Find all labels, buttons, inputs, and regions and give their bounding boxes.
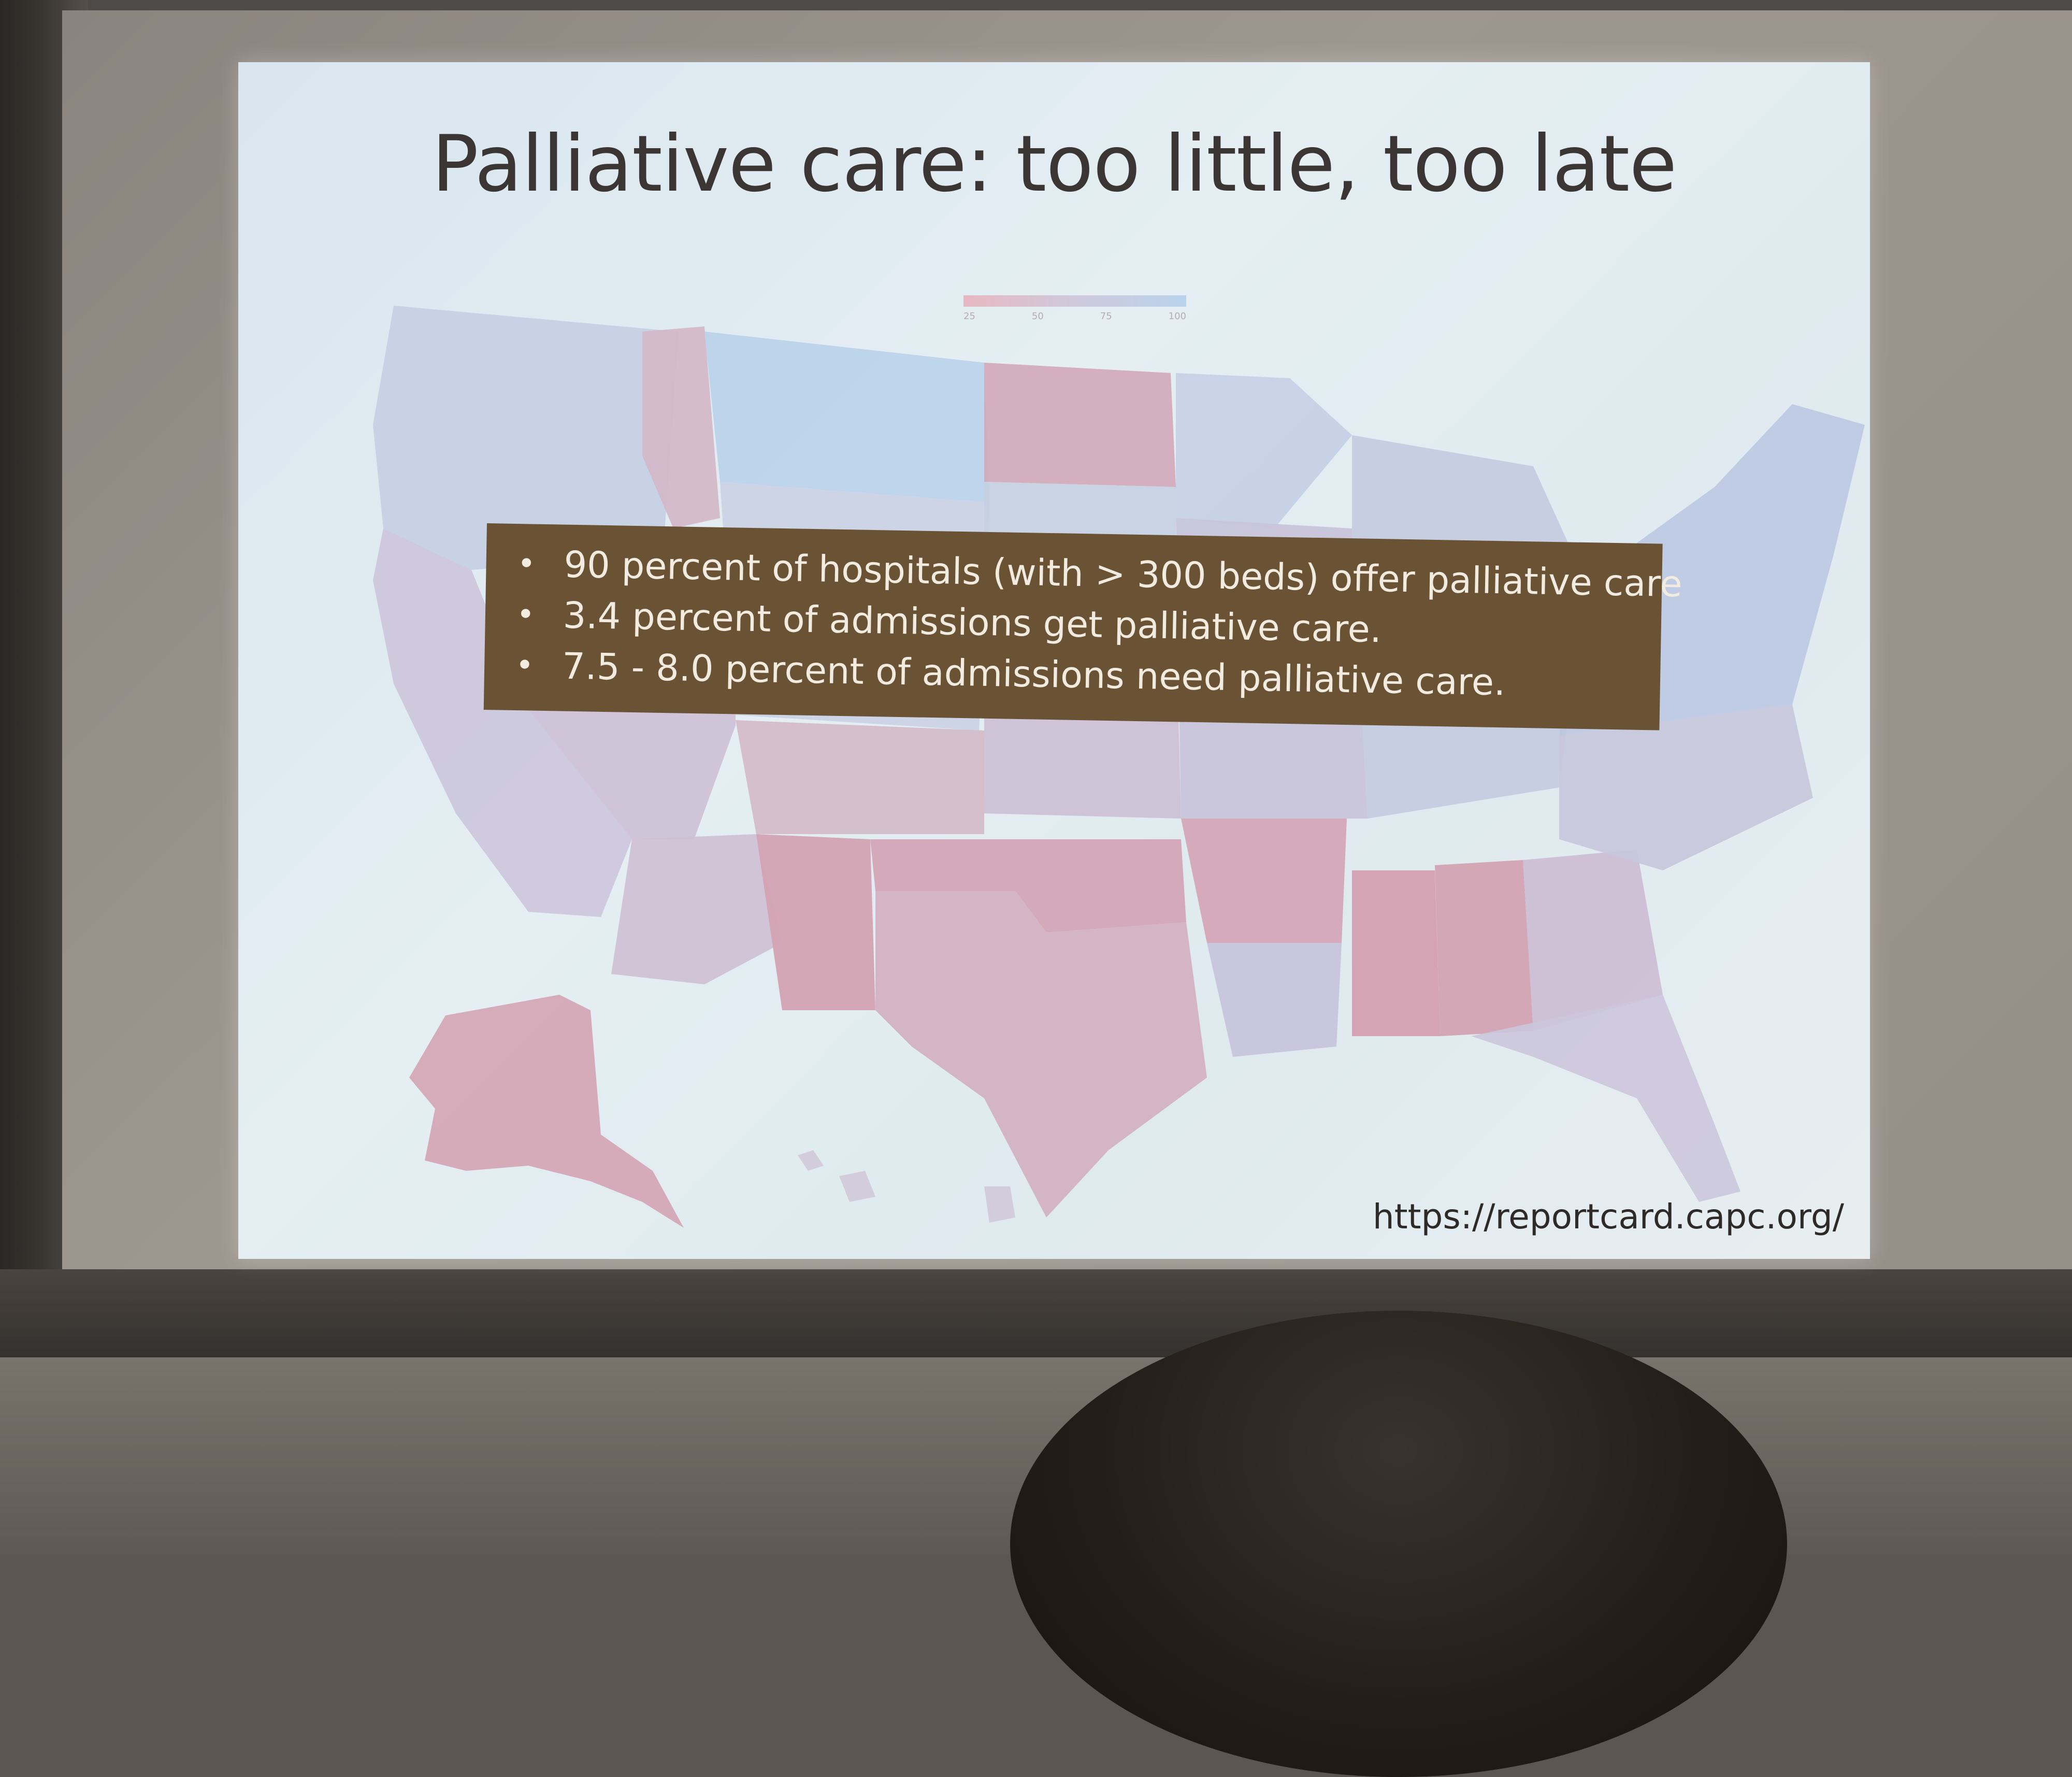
state-region-north-dakota xyxy=(984,363,1176,487)
state-region-alaska xyxy=(409,995,684,1228)
presentation-slide: Palliative care: too little, too late 25… xyxy=(238,62,1870,1259)
state-region-hawaii xyxy=(984,1186,1015,1223)
state-region-oklahoma xyxy=(870,839,1186,933)
state-region-colorado xyxy=(736,720,984,834)
source-url: https://reportcard.capc.org/ xyxy=(1372,1197,1844,1237)
state-region-new-mexico xyxy=(756,834,875,1010)
state-region-arizona xyxy=(611,834,782,984)
state-region-florida xyxy=(1471,995,1740,1202)
state-region-texas xyxy=(875,891,1207,1217)
state-region-mississippi xyxy=(1352,870,1440,1036)
state-region-minnesota xyxy=(1176,373,1352,528)
state-region-georgia xyxy=(1523,850,1663,1031)
legend-tick: 50 xyxy=(1031,311,1044,322)
state-region-montana xyxy=(704,332,989,503)
slide-title: Palliative care: too little, too late xyxy=(431,119,1677,209)
state-region-hawaii xyxy=(798,1150,824,1171)
map-color-legend xyxy=(963,295,1186,307)
legend-tick: 100 xyxy=(1168,311,1186,322)
key-facts-list: 90 percent of hospitals (with > 300 beds… xyxy=(484,523,1682,711)
state-region-carolinas-virginia xyxy=(1559,705,1813,870)
state-region-alabama xyxy=(1435,860,1533,1036)
audience-head-silhouette xyxy=(1010,1311,1787,1777)
state-region-hawaii xyxy=(839,1171,875,1202)
screen-bottom-shadow xyxy=(0,1269,2072,1357)
legend-tick: 75 xyxy=(1100,311,1112,322)
key-facts-box: 90 percent of hospitals (with > 300 beds… xyxy=(483,523,1682,730)
state-region-arkansas xyxy=(1181,819,1347,943)
legend-tick: 25 xyxy=(963,311,975,322)
state-region-northwest xyxy=(373,306,679,570)
map-legend-ticks: 25 50 75 100 xyxy=(963,311,1186,326)
state-region-idaho xyxy=(642,326,720,528)
state-region-louisiana xyxy=(1207,943,1342,1057)
state-region-california xyxy=(373,528,632,917)
